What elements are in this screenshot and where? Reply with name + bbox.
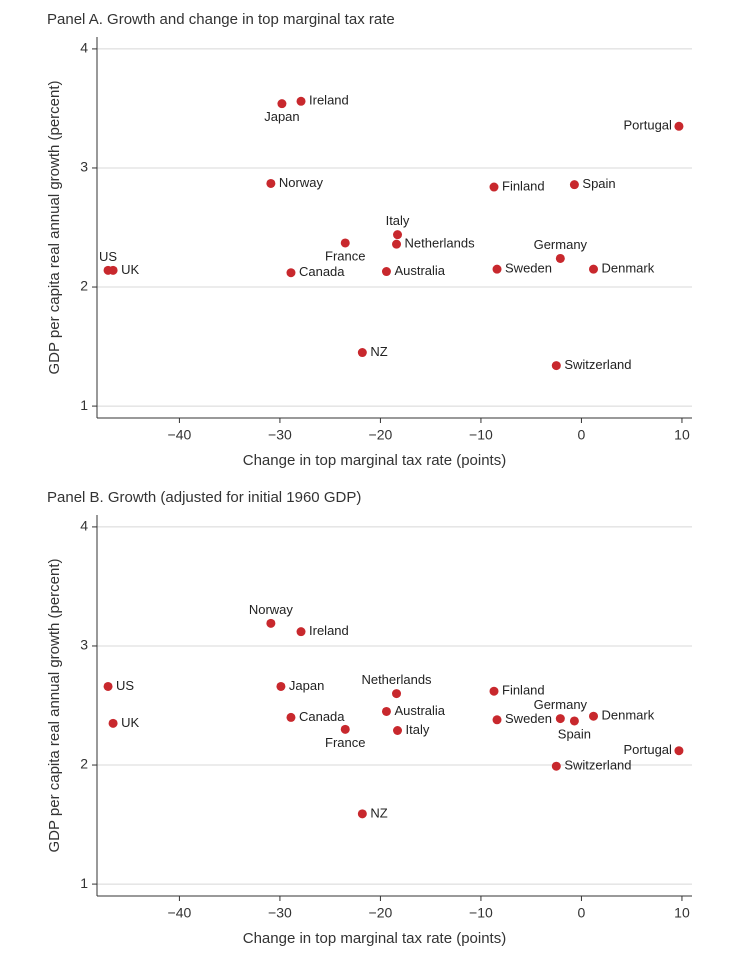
- point-label: Netherlands: [405, 236, 476, 251]
- point: [674, 746, 684, 756]
- x-tick-label: 10: [674, 427, 690, 443]
- point: [276, 681, 286, 691]
- y-axis-title: GDP per capita real annual growth (perce…: [46, 558, 63, 852]
- point: [340, 724, 350, 734]
- point-label: Germany: [534, 697, 588, 712]
- x-tick-label: −10: [469, 427, 493, 443]
- point-label: Finland: [502, 178, 545, 193]
- x-tick-label: −30: [268, 427, 292, 443]
- point-label: France: [325, 248, 365, 263]
- point-label: Switzerland: [564, 758, 631, 773]
- point: [357, 809, 367, 819]
- point: [393, 230, 403, 240]
- point-label: Denmark: [602, 708, 655, 723]
- point: [340, 238, 350, 248]
- y-tick-label: 3: [80, 637, 88, 653]
- y-tick-label: 4: [80, 518, 88, 534]
- point-label: Finland: [502, 683, 545, 698]
- point: [551, 361, 561, 371]
- point-label: Sweden: [505, 261, 552, 276]
- point: [674, 121, 684, 131]
- point: [381, 706, 391, 716]
- point: [266, 178, 276, 188]
- point-label: Italy: [386, 213, 410, 228]
- point-label: Canada: [299, 709, 345, 724]
- point-label: Canada: [299, 264, 345, 279]
- point-label: UK: [121, 715, 139, 730]
- point: [569, 716, 579, 726]
- point-label: NZ: [370, 344, 387, 359]
- x-tick-label: −20: [369, 427, 393, 443]
- point: [266, 618, 276, 628]
- point: [492, 715, 502, 725]
- point-label: Spain: [558, 726, 591, 741]
- point: [393, 726, 403, 736]
- y-tick-label: 2: [80, 756, 88, 772]
- point-label: Germany: [534, 237, 588, 252]
- point: [589, 264, 599, 274]
- chart-title: Panel B. Growth (adjusted for initial 19…: [47, 489, 361, 506]
- point: [357, 348, 367, 358]
- point: [555, 714, 565, 724]
- point: [296, 96, 306, 106]
- x-tick-label: −30: [268, 905, 292, 921]
- point-label: Denmark: [602, 261, 655, 276]
- point-label: Portugal: [624, 118, 673, 133]
- point: [489, 686, 499, 696]
- point: [277, 99, 287, 109]
- y-tick-label: 2: [80, 278, 88, 294]
- x-axis-title: Change in top marginal tax rate (points): [243, 452, 506, 469]
- point: [555, 253, 565, 263]
- point: [286, 712, 296, 722]
- point-label: Australia: [394, 703, 445, 718]
- point-label: Italy: [406, 722, 430, 737]
- point-label: Portugal: [624, 742, 673, 757]
- point-label: Netherlands: [361, 672, 432, 687]
- point: [381, 267, 391, 277]
- y-axis-title: GDP per capita real annual growth (perce…: [46, 80, 63, 374]
- point-label: Ireland: [309, 93, 349, 108]
- point-label: US: [99, 249, 117, 264]
- point-label: US: [116, 678, 134, 693]
- x-tick-label: −40: [168, 905, 192, 921]
- point: [286, 268, 296, 278]
- y-tick-label: 1: [80, 875, 88, 891]
- chart-title: Panel A. Growth and change in top margin…: [47, 11, 395, 28]
- point: [551, 761, 561, 771]
- point-label: Japan: [289, 678, 324, 693]
- point: [108, 265, 118, 275]
- point: [296, 627, 306, 637]
- point-label: Switzerland: [564, 357, 631, 372]
- point-label: Spain: [582, 176, 615, 191]
- point-label: Sweden: [505, 711, 552, 726]
- y-tick-label: 3: [80, 159, 88, 175]
- y-tick-label: 1: [80, 397, 88, 413]
- point-label: Norway: [279, 175, 324, 190]
- point: [392, 689, 402, 699]
- point: [108, 718, 118, 728]
- point-label: France: [325, 735, 365, 750]
- point: [589, 711, 599, 721]
- point: [492, 264, 502, 274]
- x-tick-label: 0: [578, 905, 586, 921]
- point-label: Ireland: [309, 623, 349, 638]
- point-label: Japan: [264, 109, 299, 124]
- point: [103, 681, 113, 691]
- x-tick-label: 10: [674, 905, 690, 921]
- point-label: Norway: [249, 602, 294, 617]
- point-label: NZ: [370, 805, 387, 820]
- point: [569, 180, 579, 190]
- x-axis-title: Change in top marginal tax rate (points): [243, 930, 506, 947]
- x-tick-label: 0: [578, 427, 586, 443]
- point-label: UK: [121, 262, 139, 277]
- point-label: Australia: [394, 263, 445, 278]
- x-tick-label: −40: [168, 427, 192, 443]
- x-tick-label: −20: [369, 905, 393, 921]
- point: [392, 239, 402, 249]
- point: [489, 182, 499, 192]
- x-tick-label: −10: [469, 905, 493, 921]
- y-tick-label: 4: [80, 40, 88, 56]
